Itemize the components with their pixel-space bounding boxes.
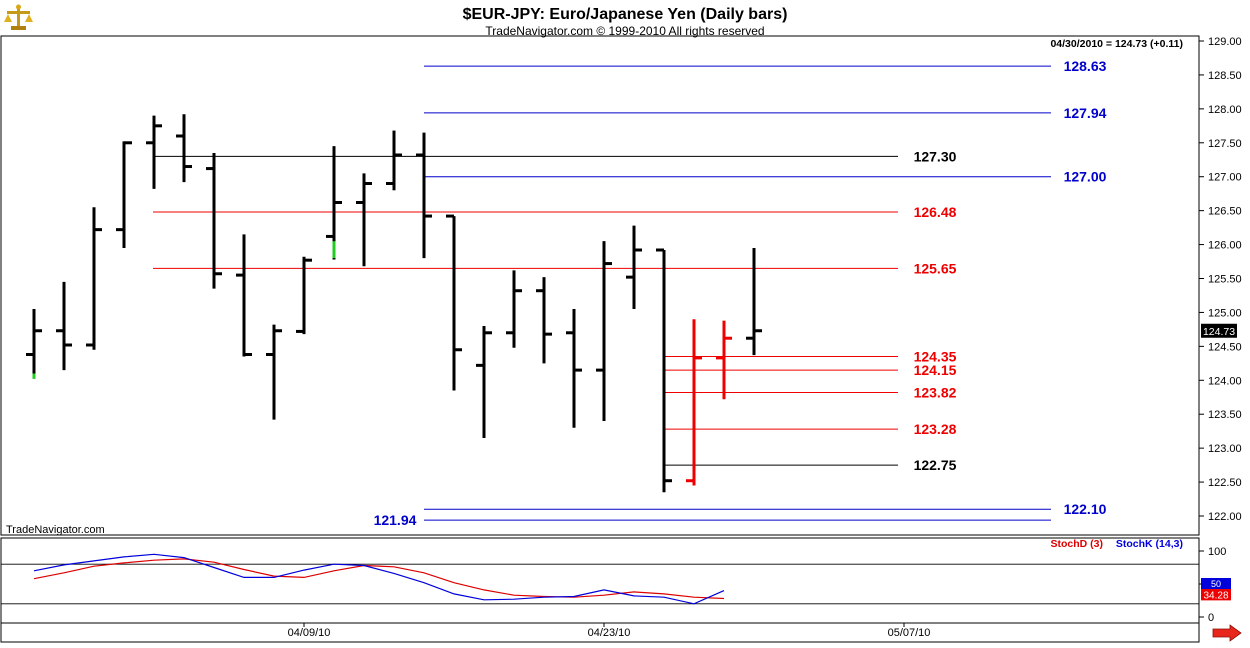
price-tick-label: 126.00: [1208, 240, 1242, 252]
watermark-text: TradeNavigator.com: [6, 524, 105, 536]
osc-line-stochd: [33, 558, 725, 600]
price-tick-label: 124.50: [1208, 341, 1242, 353]
reference-label-124.35: 124.35: [914, 349, 957, 365]
price-tick-label: 128.00: [1208, 104, 1242, 116]
reference-label-125.65: 125.65: [914, 260, 957, 276]
price-bar: [746, 247, 762, 356]
osc-last-value-box: [1201, 588, 1231, 601]
oscillator-lines: [33, 553, 725, 605]
price-bar: [266, 324, 282, 420]
oscillator-panel-frame: [0, 537, 1200, 624]
price-bars: [26, 114, 762, 493]
copyright-text: TradeNavigator.com © 1999-2010 All right…: [485, 24, 764, 38]
scales-icon[interactable]: [3, 3, 35, 33]
price-bar: [416, 132, 432, 259]
reference-label-122.75: 122.75: [914, 457, 957, 473]
osc-tick-label: 0: [1208, 612, 1214, 624]
price-bar: [716, 320, 732, 400]
reference-label-124.15: 124.15: [914, 362, 957, 378]
reference-label-127.30: 127.30: [914, 148, 957, 164]
reference-label-122.10: 122.10: [1064, 501, 1107, 517]
price-bar: [146, 115, 162, 189]
osc-line-stochk: [33, 553, 725, 605]
reference-label-127.94: 127.94: [1064, 105, 1107, 121]
price-bar: [446, 214, 462, 391]
price-tick-label: 127.00: [1208, 172, 1242, 184]
right-arrow-icon[interactable]: [1212, 624, 1242, 642]
price-bar: [536, 277, 552, 364]
price-bar: [116, 141, 132, 248]
date-axis: 04/09/10 04/23/10 05/07/10: [288, 623, 931, 639]
last-price-label: 124.73: [1203, 326, 1235, 338]
price-tick-label: 123.50: [1208, 409, 1242, 421]
price-bar: [86, 207, 102, 350]
osc-legend-stochd: StochD (3): [1051, 538, 1104, 550]
date-tick-label: 04/09/10: [288, 627, 331, 639]
price-tick-label: 126.50: [1208, 206, 1242, 218]
osc-tick-label: 100: [1208, 546, 1226, 558]
price-bar: [296, 256, 312, 335]
osc-legend-stochk: StochK (14,3): [1116, 538, 1183, 550]
price-bar: [326, 146, 342, 260]
price-tick-label: 122.50: [1208, 477, 1242, 489]
oscillator-legend: StochD (3) StochK (14,3): [1051, 538, 1184, 550]
price-bar: [206, 152, 222, 289]
price-tick-label: 125.00: [1208, 307, 1242, 319]
price-bar: [656, 248, 672, 493]
reference-label-123.28: 123.28: [914, 421, 957, 437]
reference-label-121.94: 121.94: [374, 512, 417, 528]
price-tick-label: 123.00: [1208, 443, 1242, 455]
price-bar: [626, 225, 642, 310]
price-tick-label: 127.50: [1208, 138, 1242, 150]
reference-label-128.63: 128.63: [1064, 58, 1107, 74]
price-bar: [476, 326, 492, 438]
osc-last-value-box-blue: [1201, 578, 1231, 589]
last-price-box: [1201, 323, 1237, 338]
price-bar: [176, 114, 192, 183]
price-bar: [386, 130, 402, 191]
reference-label-123.82: 123.82: [914, 385, 957, 401]
date-tick-label: 04/23/10: [588, 627, 631, 639]
last-quote-label: 04/30/2010 = 124.73 (+0.11): [1050, 38, 1183, 50]
osc-last-value-label-blue: 50: [1211, 579, 1221, 589]
price-panel-frame: [0, 35, 1200, 536]
chart-title: $EUR-JPY: Euro/Japanese Yen (Daily bars): [463, 6, 788, 23]
price-bar: [26, 309, 42, 377]
price-axis: 129.00 128.50 128.00 127.50 127.00 126.50 126.…: [1199, 36, 1242, 523]
reference-label-126.48: 126.48: [914, 204, 957, 220]
price-bar: [506, 270, 522, 348]
price-bar: [566, 309, 582, 428]
price-tick-label: 122.00: [1208, 511, 1242, 523]
price-bar: [686, 319, 702, 486]
reference-levels: 128.63 127.94 127.30 127.00 126.48 125.65 124.…: [153, 58, 1107, 528]
price-tick-label: 128.50: [1208, 70, 1242, 82]
price-bar: [56, 281, 72, 371]
price-tick-label: 125.50: [1208, 274, 1242, 286]
price-bar: [356, 173, 372, 267]
date-tick-label: 05/07/10: [888, 627, 931, 639]
date-axis-strip: [0, 622, 1200, 643]
reference-label-127.00: 127.00: [1064, 169, 1107, 185]
price-bar: [236, 234, 252, 357]
osc-last-value-label: 34.28: [1203, 590, 1228, 601]
price-bar: [596, 241, 612, 421]
price-tick-label: 124.00: [1208, 375, 1242, 387]
price-tick-label: 129.00: [1208, 36, 1242, 48]
